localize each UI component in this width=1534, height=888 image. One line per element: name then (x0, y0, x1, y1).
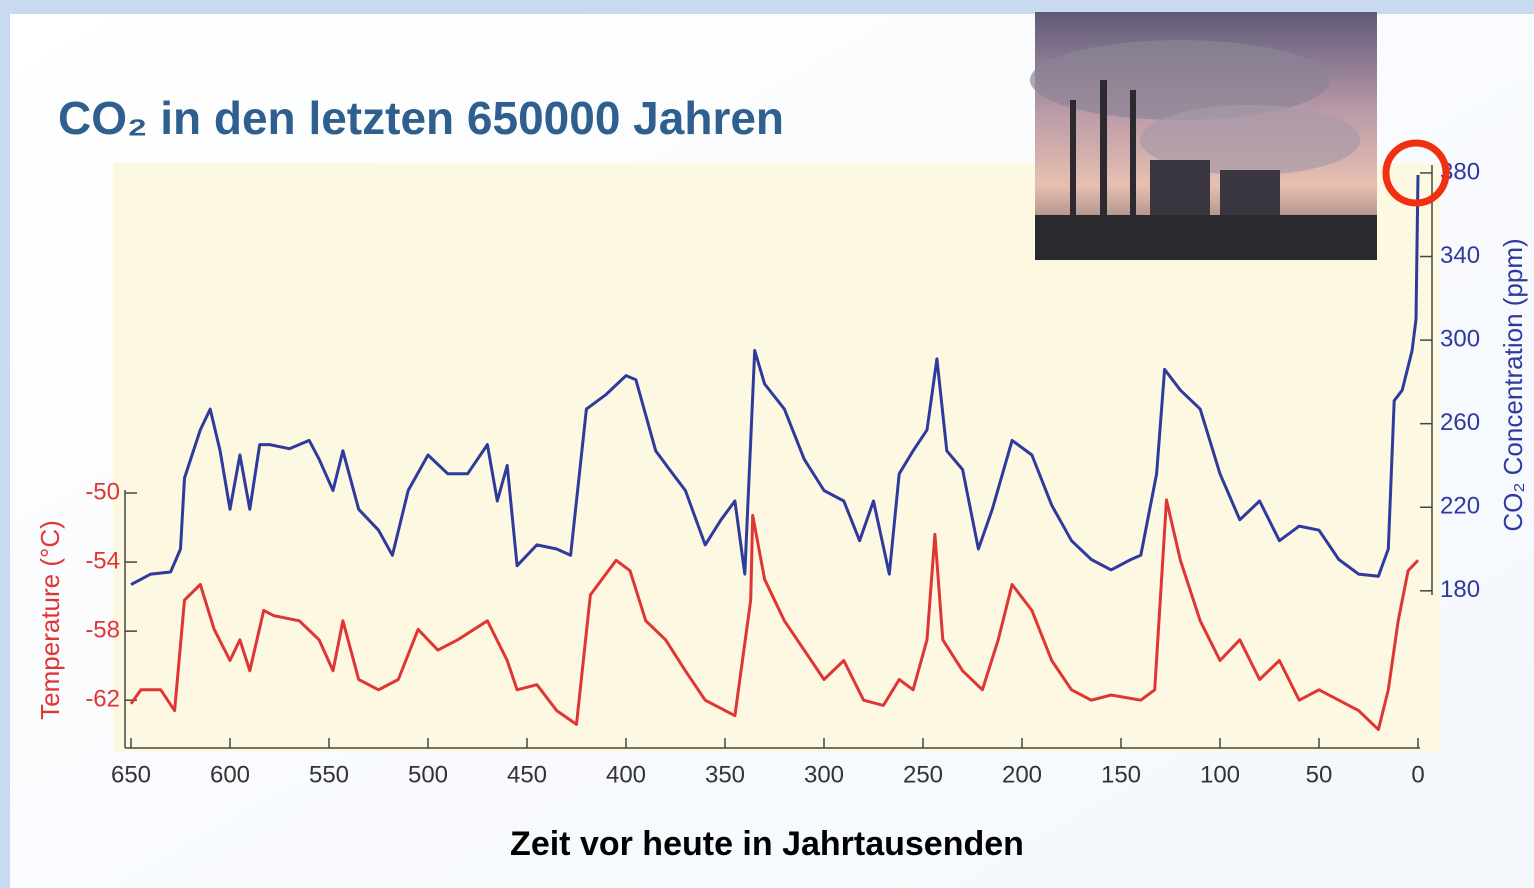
x-tick-label: 400 (606, 761, 646, 788)
y2-tick-label: 340 (1440, 242, 1480, 269)
x-tick-label: 200 (1002, 761, 1042, 788)
y2-tick-label: 220 (1440, 493, 1480, 520)
slide-title: CO₂ in den letzten 650000 Jahren (58, 92, 784, 144)
y2-tick-label: 180 (1440, 576, 1480, 603)
x-tick-label: 150 (1101, 761, 1141, 788)
y-axis-title: Temperature (°C) (35, 520, 65, 720)
y-tick-label: -50 (85, 478, 120, 505)
x-tick-label: 0 (1411, 761, 1424, 788)
x-tick-label: 550 (309, 761, 349, 788)
x-axis-title: Zeit vor heute in Jahrtausenden (510, 825, 1024, 863)
data-line (130, 174, 1420, 586)
x-tick-label: 600 (210, 761, 250, 788)
x-tick-label: 500 (408, 761, 448, 788)
x-tick-label: 450 (507, 761, 547, 788)
x-tick-label: 350 (705, 761, 745, 788)
plot: 650 600 550 500 450 400 350 300 250 200 150 100 50 0-… (85, 158, 1480, 788)
x-tick-label: 650 (111, 761, 151, 788)
factory-photo (1030, 12, 1377, 260)
y2-tick-label: 300 (1440, 325, 1480, 352)
y2-axis-title: CO₂ Concentration (ppm) (1498, 238, 1528, 531)
y-tick-label: -62 (85, 686, 120, 713)
highlight-circle (1382, 139, 1450, 207)
y2-tick-label: 260 (1440, 409, 1480, 436)
x-tick-label: 300 (804, 761, 844, 788)
x-tick-label: 100 (1200, 761, 1240, 788)
y-tick-label: -54 (85, 547, 120, 574)
data-line (129, 498, 1420, 732)
x-tick-label: 50 (1306, 761, 1333, 788)
plot-background (113, 163, 1440, 752)
x-tick-label: 250 (903, 761, 943, 788)
y-tick-label: -58 (85, 616, 120, 643)
